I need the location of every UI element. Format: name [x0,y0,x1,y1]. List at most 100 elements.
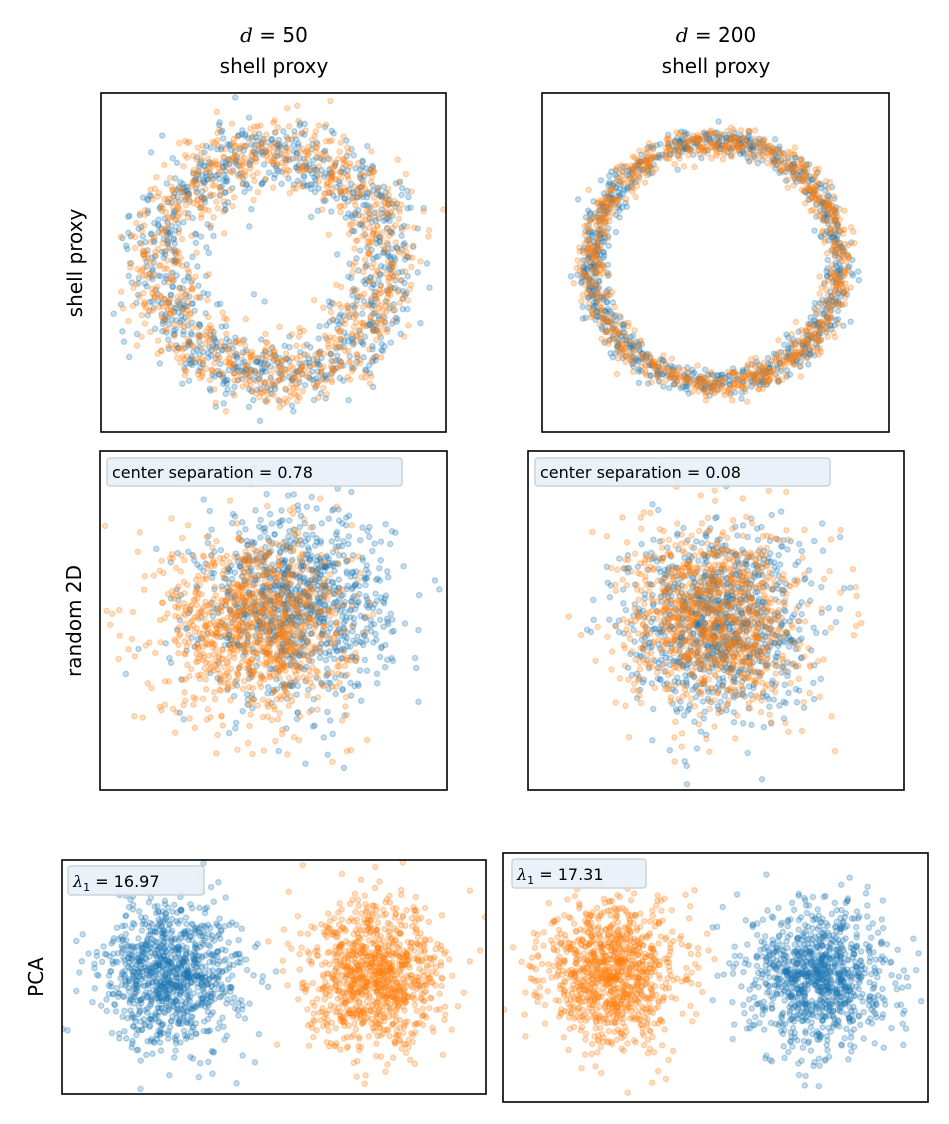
point-series-a [169,269,176,276]
point-series-a [213,338,220,346]
point-series-b [322,377,329,384]
point-series-a [259,148,266,155]
point-series-a [241,132,249,140]
point-series-b [164,306,171,314]
point-series-a [174,193,181,200]
point-series-b [790,151,797,158]
point-series-a [354,293,361,301]
point-series-a [399,305,407,313]
point-series-b [184,316,192,323]
point-series-b [226,355,233,363]
point-series-b [641,157,649,165]
point-series-b [576,262,584,270]
point-series-a [197,233,205,240]
point-series-a [388,527,396,535]
point-series-a [165,238,172,246]
point-series-a [400,222,408,230]
point-series-b [299,371,307,378]
point-series-a [161,316,168,323]
point-series-a [329,365,337,372]
point-series-a [201,179,208,186]
point-series-a [393,318,400,325]
point-series-a [347,274,355,282]
point-series-b [629,339,637,347]
point-series-a [345,533,353,540]
point-series-a [303,503,311,510]
point-series-a [365,362,373,369]
point-series-b [194,332,202,339]
point-series-b [377,282,385,289]
point-series-b [843,251,850,259]
point-series-b [160,295,167,303]
point-series-b [384,294,391,302]
point-series-b [202,328,210,335]
point-series-a [213,145,221,153]
point-series-b [617,178,624,186]
point-series-a [321,147,329,154]
point-series-b [208,367,216,374]
point-series-b [362,185,369,193]
point-series-b [327,97,334,105]
point-series-b [210,331,217,339]
point-series-b [361,256,369,263]
point-series-b [357,335,365,343]
point-series-a [245,135,252,142]
point-series-b [151,234,159,241]
point-series-b [826,179,834,186]
point-series-b [192,273,199,280]
point-series-b [374,185,382,192]
point-series-b [351,339,358,347]
point-series-a [351,287,358,294]
point-series-a [211,373,218,380]
point-series-b [340,156,347,164]
point-series-b [373,319,381,326]
point-series-a [354,193,361,201]
point-series-b [828,261,836,268]
point-series-b [370,260,377,267]
point-series-b [417,258,424,265]
point-series-a [154,272,162,279]
point-series-a [171,175,179,182]
point-series-b [585,300,593,308]
point-series-b [206,160,214,168]
point-series-b [177,294,184,302]
point-series-b [304,151,312,158]
point-series-a [616,206,623,214]
point-series-b [247,382,254,389]
point-series-b [406,285,414,293]
point-series-a [275,136,283,144]
point-series-b [655,152,662,160]
point-series-a [415,591,423,599]
point-series-b [835,302,843,309]
point-series-b [598,224,606,232]
point-series-b [190,199,197,207]
point-series-a [375,215,383,222]
point-series-b [183,353,190,360]
point-series-b [365,250,373,258]
point-series-b [268,157,275,165]
point-series-a [187,329,195,337]
point-series-b [830,242,838,249]
point-series-a [343,568,350,575]
point-series-a [125,229,132,237]
point-series-a [293,368,301,375]
point-series-b [177,345,184,352]
point-series-b [824,217,831,225]
point-series-a [290,148,298,155]
point-series-a [190,348,197,355]
point-series-b [312,351,319,358]
point-series-a [349,341,357,348]
point-series-b [368,148,375,155]
point-series-b [198,345,205,352]
point-series-a [252,507,259,514]
point-series-b [168,277,176,284]
point-series-a [120,338,128,345]
point-series-a [388,654,395,662]
point-series-b [587,306,595,314]
point-series-a [222,390,230,398]
point-series-b [425,226,433,234]
point-series-a [201,149,208,156]
point-series-b [671,160,678,168]
point-series-b [360,303,367,311]
point-series-b [739,375,746,383]
